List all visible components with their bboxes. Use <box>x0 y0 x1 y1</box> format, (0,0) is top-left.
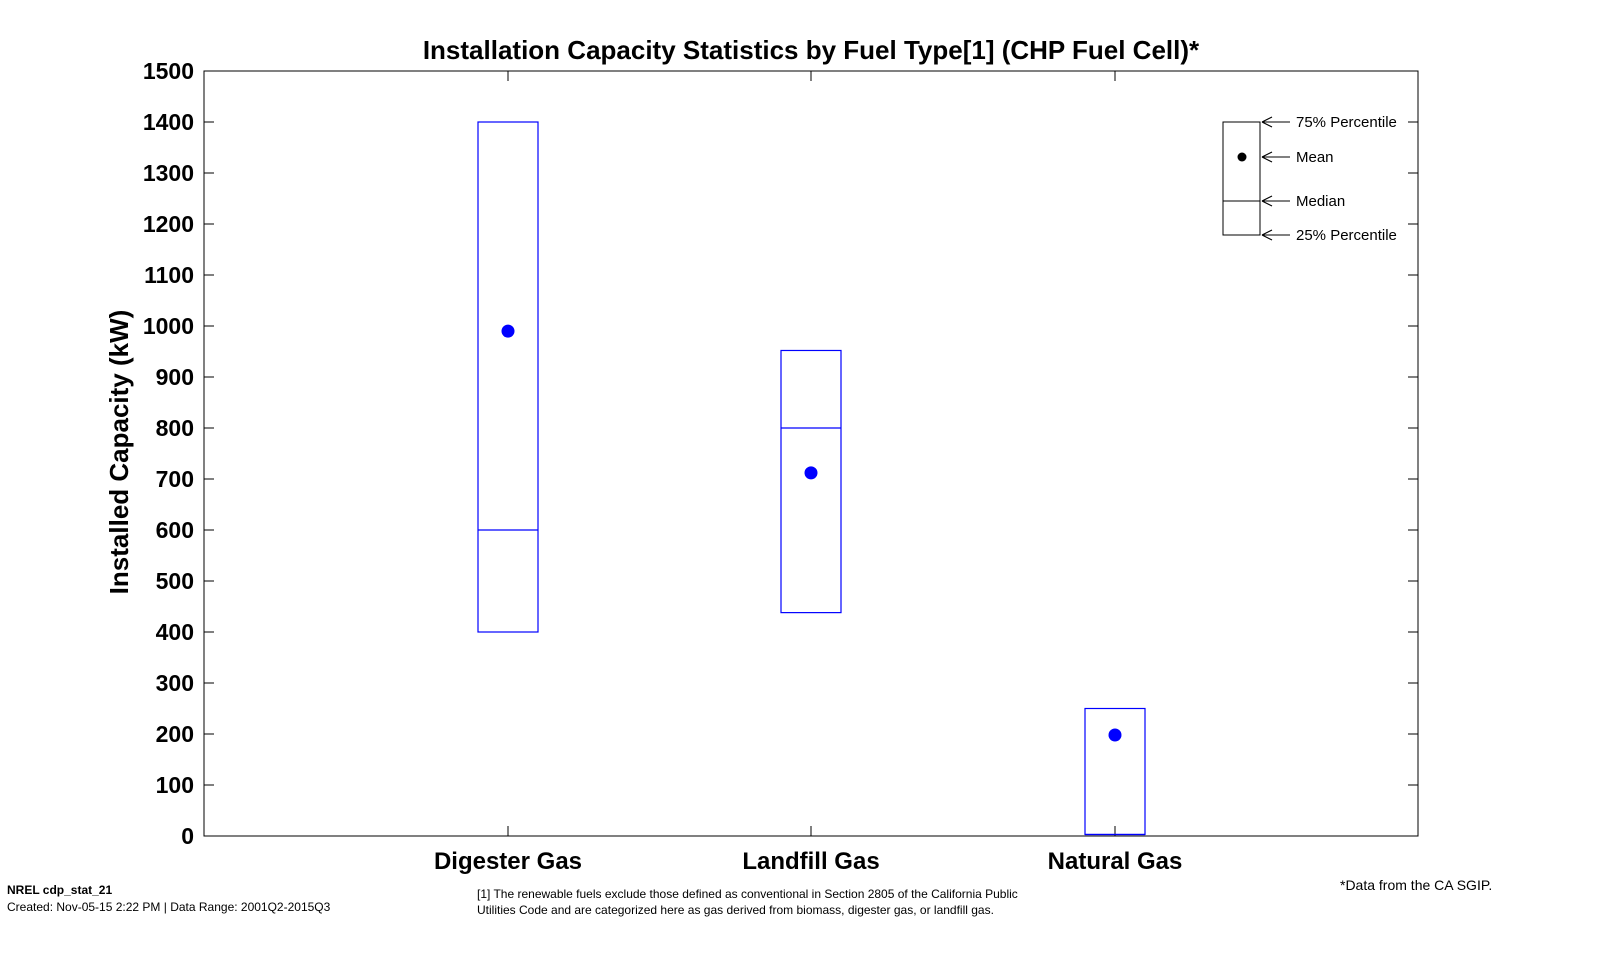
box-iqr <box>477 121 539 633</box>
y-tick-label: 1400 <box>143 109 194 135</box>
x-tick-label: Landfill Gas <box>742 848 879 875</box>
y-tick-label: 1000 <box>143 313 194 339</box>
y-tick-label: 500 <box>156 568 194 594</box>
plot-area: 0 100 200 300 400 500 600 700 800 900 1000 1100 1200… <box>143 58 1419 875</box>
y-tick-label: 1200 <box>143 211 194 237</box>
y-tick-label: 1100 <box>144 262 194 288</box>
legend: 75% Percentile Mean Median 25% Percentile <box>1222 114 1397 244</box>
box-iqr <box>780 349 842 614</box>
y-tick-label: 900 <box>156 364 194 390</box>
y-tick-label: 700 <box>156 466 194 492</box>
legend-label: Median <box>1296 193 1345 210</box>
y-tick-label: 300 <box>156 670 194 696</box>
box-iqr <box>1084 707 1146 836</box>
legend-arrow-head <box>1261 195 1273 207</box>
legend-box <box>1222 121 1261 236</box>
legend-mean-marker <box>1237 152 1247 162</box>
legend-arrow-head <box>1261 116 1273 128</box>
legend-label: 75% Percentile <box>1296 114 1397 131</box>
mean-point <box>1108 728 1122 742</box>
chart-id: NREL cdp_stat_21 <box>7 883 113 897</box>
y-tick-label: 200 <box>156 721 194 747</box>
chart-title: Installation Capacity Statistics by Fuel… <box>423 35 1200 65</box>
legend-label: 25% Percentile <box>1296 227 1397 244</box>
y-axis-label: Installed Capacity (kW) <box>104 310 134 595</box>
y-tick-label: 1300 <box>143 160 194 186</box>
y-tick-label: 0 <box>181 823 194 849</box>
legend-arrow-head <box>1261 229 1273 241</box>
y-tick-label: 800 <box>156 415 194 441</box>
plot-frame <box>203 70 1419 837</box>
created-info: Created: Nov-05-15 2:22 PM | Data Range:… <box>7 900 331 914</box>
legend-arrow-head <box>1261 151 1273 163</box>
x-tick-label: Digester Gas <box>434 848 582 875</box>
y-tick-label: 100 <box>156 772 194 798</box>
mean-point <box>501 324 515 338</box>
y-tick-label: 400 <box>156 619 194 645</box>
footnote-line-1: [1] The renewable fuels exclude those de… <box>477 887 1018 901</box>
x-tick-label: Natural Gas <box>1048 848 1183 875</box>
data-layer <box>477 121 1146 836</box>
y-tick-label: 1500 <box>143 58 194 84</box>
mean-point <box>804 466 818 480</box>
y-tick-label: 600 <box>156 517 194 543</box>
footnote-line-2: Utilities Code and are categorized here … <box>477 903 994 917</box>
legend-label: Mean <box>1296 149 1334 166</box>
data-source-note: *Data from the CA SGIP. <box>1340 877 1493 893</box>
